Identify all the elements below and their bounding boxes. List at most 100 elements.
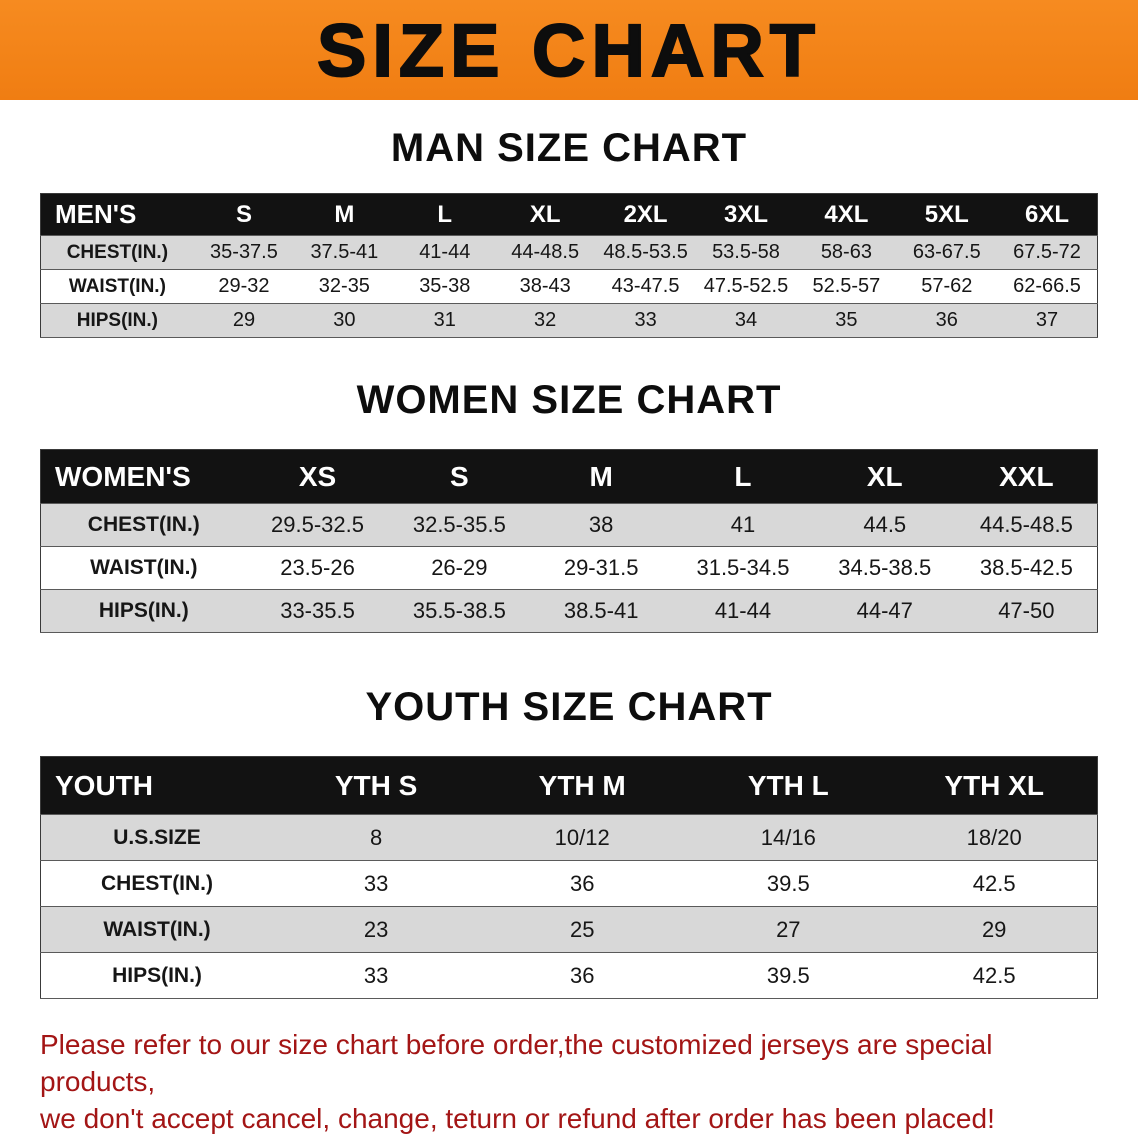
table-row: WAIST(IN.) 23.5-26 26-29 29-31.5 31.5-34.5 34…	[40, 546, 1098, 590]
table-cell: 43-47.5	[611, 275, 680, 297]
table-header-row: WOMEN'S XS S M L XL XXL	[40, 449, 1098, 504]
table-corner-label: MEN'S	[40, 193, 194, 236]
table-cell: 29	[232, 309, 256, 331]
row-label: HIPS(IN.)	[112, 963, 202, 987]
table-cell: 41	[730, 512, 756, 537]
men-size-table: MEN'S S M L XL 2XL 3XL 4XL 5XL 6XL CHEST(IN.) 35-37…	[40, 193, 1098, 338]
table-cell: 8	[369, 824, 383, 850]
page-title: SIZE CHART	[316, 8, 821, 93]
notice-line-1: Please refer to our size chart before or…	[40, 1029, 993, 1097]
row-label: HIPS(IN.)	[76, 309, 159, 331]
table-cell: 42.5	[972, 962, 1016, 988]
row-label: WAIST(IN.)	[90, 556, 198, 579]
table-cell: 37.5-41	[310, 241, 379, 263]
size-column-header: 2XL	[595, 193, 696, 236]
size-column-header: L	[394, 193, 495, 236]
women-size-table: WOMEN'S XS S M L XL XXL CHEST(IN.) 29.5-32.5 32.5…	[40, 449, 1098, 633]
table-cell: 18/20	[966, 824, 1022, 850]
table-cell: 47-50	[998, 598, 1055, 623]
youth-size-table: YOUTH YTH S YTH M YTH L YTH XL U.S.SIZE 8 10/12…	[40, 756, 1098, 999]
table-cell: 25	[569, 916, 595, 942]
size-column-header: L	[672, 449, 814, 504]
table-cell: 53.5-58	[712, 241, 780, 263]
table-cell: 31.5-34.5	[696, 555, 790, 580]
row-label: WAIST(IN.)	[103, 917, 211, 941]
table-cell: 37	[1035, 309, 1059, 331]
table-row: HIPS(IN.) 33-35.5 35.5-38.5 38.5-41 41-44 44-…	[40, 589, 1098, 633]
table-cell: 32.5-35.5	[412, 512, 506, 537]
table-cell: 41-44	[419, 241, 471, 263]
table-row: HIPS(IN.) 29 30 31 32 33 34 35 36 37	[40, 303, 1098, 338]
table-cell: 35.5-38.5	[412, 598, 506, 623]
size-column-header: XS	[246, 449, 389, 504]
table-header-row: YOUTH YTH S YTH M YTH L YTH XL	[40, 756, 1098, 815]
table-corner-label: YOUTH	[40, 756, 274, 815]
men-section-title: MAN SIZE CHART	[390, 126, 748, 170]
table-cell: 41-44	[714, 598, 772, 623]
table-cell: 63-67.5	[912, 241, 981, 263]
table-cell: 35	[835, 309, 858, 331]
table-cell: 38-43	[519, 275, 571, 297]
women-section-title: WOMEN SIZE CHART	[356, 378, 782, 422]
size-column-header: 4XL	[796, 193, 897, 236]
table-cell: 32	[534, 309, 557, 331]
size-column-header: YTH XL	[891, 756, 1098, 815]
table-row: WAIST(IN.) 23 25 27 29	[40, 906, 1098, 953]
table-cell: 44.5	[863, 512, 907, 537]
table-cell: 47.5-52.5	[703, 275, 789, 297]
size-column-header: XL	[813, 449, 956, 504]
table-row: HIPS(IN.) 33 36 39.5 42.5	[40, 952, 1098, 999]
table-cell: 36	[569, 962, 595, 988]
table-row: CHEST(IN.) 29.5-32.5 32.5-35.5 38 41 44.5 44.5…	[40, 503, 1098, 547]
table-cell: 39.5	[766, 962, 810, 988]
table-cell: 52.5-57	[812, 275, 881, 297]
table-cell: 39.5	[766, 870, 810, 896]
table-cell: 35-38	[419, 275, 471, 297]
table-row: U.S.SIZE 8 10/12 14/16 18/20	[40, 814, 1098, 861]
size-column-header: YTH L	[685, 756, 892, 815]
table-cell: 33	[634, 309, 657, 331]
size-column-header: YTH M	[479, 756, 686, 815]
size-column-header: XXL	[955, 449, 1098, 504]
footer-notice: Please refer to our size chart before or…	[40, 1027, 1102, 1138]
table-cell: 44-48.5	[511, 241, 580, 263]
table-cell: 58-63	[820, 241, 872, 263]
table-cell: 48.5-53.5	[603, 241, 688, 263]
row-label: CHEST(IN.)	[87, 513, 200, 536]
table-cell: 29-31.5	[563, 555, 639, 580]
table-cell: 10/12	[554, 824, 610, 850]
table-cell: 44.5-48.5	[979, 512, 1073, 537]
youth-section-title: YOUTH SIZE CHART	[365, 685, 773, 729]
size-column-header: M	[294, 193, 395, 236]
row-label: HIPS(IN.)	[98, 599, 189, 622]
table-cell: 23	[363, 916, 389, 942]
size-column-header: YTH S	[273, 756, 480, 815]
table-cell: 36	[569, 870, 595, 896]
notice-line-2: we don't accept cancel, change, teturn o…	[40, 1102, 995, 1134]
size-column-header: M	[530, 449, 673, 504]
table-cell: 38.5-42.5	[979, 555, 1073, 580]
row-label: U.S.SIZE	[113, 825, 201, 849]
men-size-section: MAN SIZE CHART MEN'S S M L XL 2XL 3XL 4XL 5XL 6XL…	[0, 100, 1138, 338]
table-cell: 23.5-26	[280, 555, 355, 580]
table-cell: 35-37.5	[210, 241, 278, 263]
table-header-row: MEN'S S M L XL 2XL 3XL 4XL 5XL 6XL	[40, 193, 1098, 236]
table-cell: 14/16	[760, 824, 816, 850]
table-cell: 29.5-32.5	[271, 512, 364, 537]
size-column-header: S	[193, 193, 295, 236]
row-label: CHEST(IN.)	[66, 241, 169, 263]
table-cell: 26-29	[431, 555, 488, 580]
row-label: CHEST(IN.)	[101, 871, 214, 895]
size-column-header: XL	[494, 193, 596, 236]
table-cell: 38.5-41	[563, 598, 639, 623]
banner: SIZE CHART	[0, 0, 1138, 100]
table-cell: 31	[433, 309, 456, 331]
size-column-header: 3XL	[695, 193, 797, 236]
table-cell: 33-35.5	[280, 598, 355, 623]
table-cell: 29	[981, 916, 1007, 942]
size-column-header: 5XL	[896, 193, 997, 236]
table-cell: 30	[333, 309, 356, 331]
row-label: WAIST(IN.)	[68, 275, 166, 297]
table-row: CHEST(IN.) 33 36 39.5 42.5	[40, 860, 1098, 907]
